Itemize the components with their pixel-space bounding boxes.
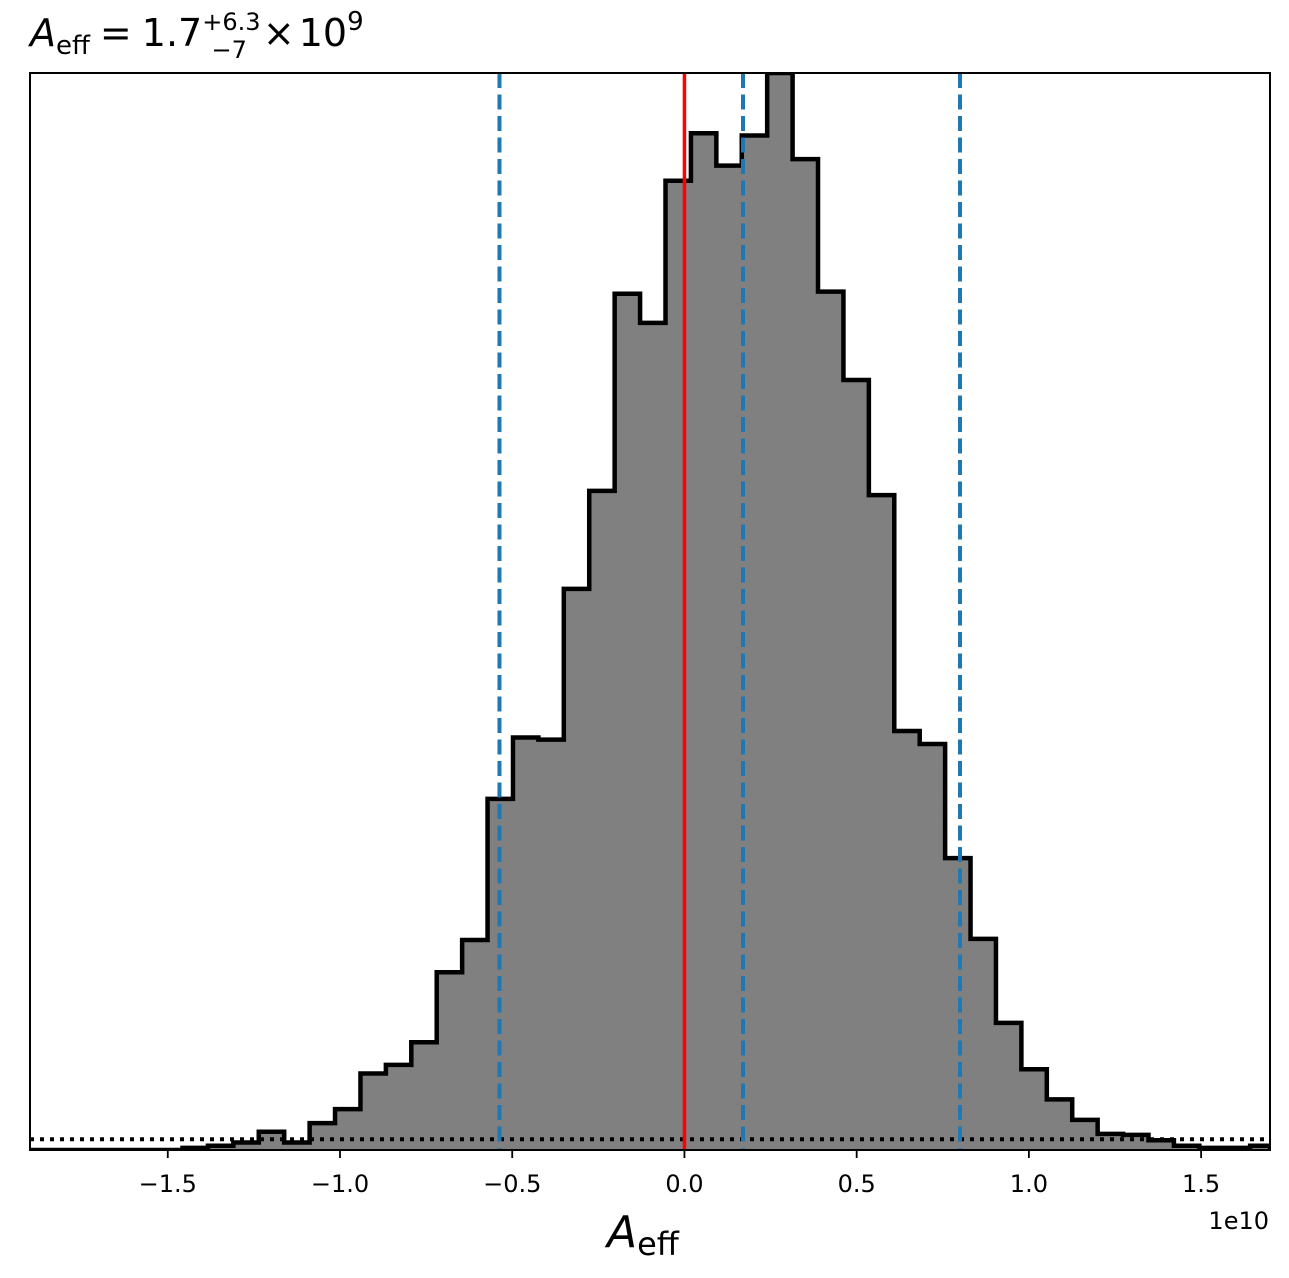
title-scale-exponent: 9 (347, 7, 364, 37)
title-upper-error: +6.3 (202, 8, 260, 36)
title-median: 1.7 (142, 11, 202, 55)
x-tick-label: 0.0 (665, 1170, 703, 1198)
x-tick-label: 1.5 (1182, 1170, 1220, 1198)
x-offset-label: 1e10 (1208, 1207, 1269, 1235)
x-axis-label: Aeff (604, 1207, 680, 1263)
x-tick-label: −0.5 (483, 1170, 541, 1198)
title-equals: = (100, 11, 132, 55)
xlabel-symbol: A (604, 1207, 637, 1258)
x-axis-ticks: −1.5 −1.0 −0.5 0.0 0.5 1.0 1.5 (139, 1150, 1220, 1198)
x-tick-label: 1.0 (1010, 1170, 1048, 1198)
histogram-outline (30, 73, 1270, 1150)
plot-area (30, 73, 1270, 1150)
title-lower-error: −7 (211, 36, 246, 64)
histogram-fill (30, 73, 1270, 1150)
chart-title: Aeff = 1.7+6.3 −7 × 109 (27, 7, 364, 64)
title-symbol: A (27, 11, 56, 55)
xlabel-subscript: eff (637, 1225, 680, 1263)
axes-frame (29, 72, 1271, 1151)
title-scale-base: 10 (299, 11, 347, 55)
x-tick-label: −1.0 (311, 1170, 369, 1198)
x-tick-label: 0.5 (838, 1170, 876, 1198)
quantile-lines (497, 73, 962, 1150)
title-subscript: eff (56, 31, 91, 61)
x-tick-label: −1.5 (139, 1170, 197, 1198)
title-times: × (263, 11, 295, 55)
